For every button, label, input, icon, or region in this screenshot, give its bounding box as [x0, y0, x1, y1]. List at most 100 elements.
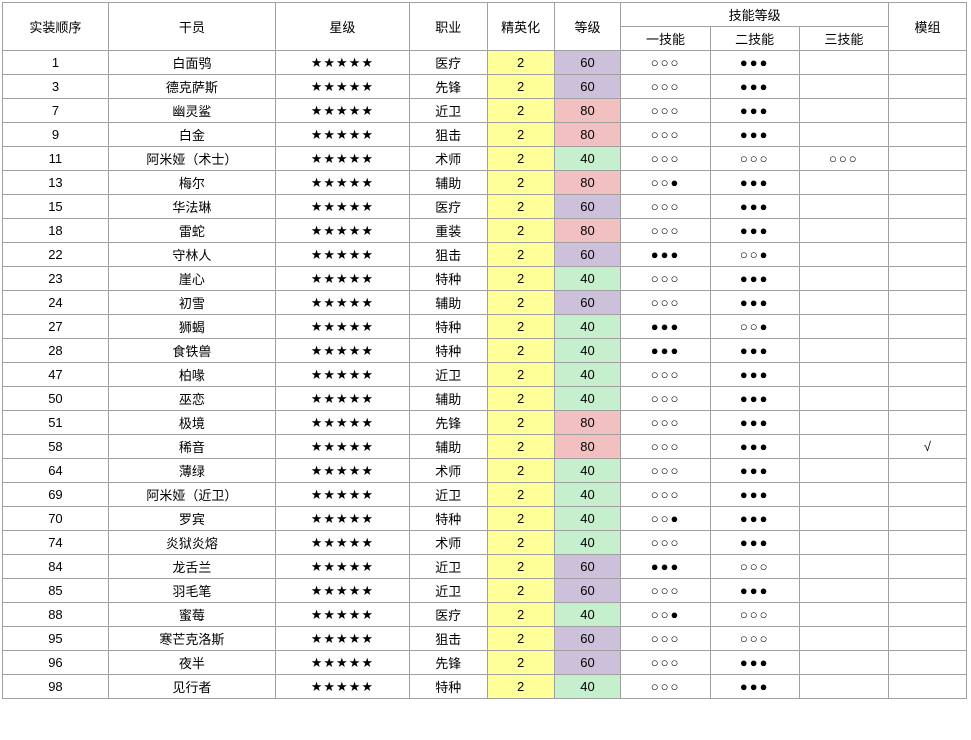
cell-skill1: ○○○ — [621, 51, 710, 75]
cell-skill1: ○○● — [621, 603, 710, 627]
cell-order: 64 — [3, 459, 109, 483]
cell-level: 80 — [554, 171, 621, 195]
cell-elite: 2 — [487, 555, 554, 579]
cell-class: 狙击 — [409, 123, 487, 147]
cell-stars: ★★★★★ — [276, 51, 410, 75]
cell-module: √ — [888, 435, 966, 459]
cell-skill3 — [799, 195, 888, 219]
cell-stars: ★★★★★ — [276, 627, 410, 651]
cell-skill1: ○○○ — [621, 435, 710, 459]
cell-elite: 2 — [487, 195, 554, 219]
cell-skill3 — [799, 315, 888, 339]
cell-module — [888, 51, 966, 75]
cell-skill2: ●●● — [710, 579, 799, 603]
cell-skill1: ○○○ — [621, 363, 710, 387]
cell-stars: ★★★★★ — [276, 651, 410, 675]
cell-skill1: ○○○ — [621, 579, 710, 603]
cell-stars: ★★★★★ — [276, 387, 410, 411]
cell-module — [888, 627, 966, 651]
cell-name: 初雪 — [108, 291, 275, 315]
cell-skill1: ○○○ — [621, 195, 710, 219]
table-row: 27狮蝎★★★★★特种240●●●○○● — [3, 315, 967, 339]
cell-stars: ★★★★★ — [276, 291, 410, 315]
cell-skill3 — [799, 435, 888, 459]
cell-order: 47 — [3, 363, 109, 387]
cell-level: 80 — [554, 435, 621, 459]
cell-order: 18 — [3, 219, 109, 243]
cell-skill3 — [799, 243, 888, 267]
table-row: 64薄绿★★★★★术师240○○○●●● — [3, 459, 967, 483]
table-row: 22守林人★★★★★狙击260●●●○○● — [3, 243, 967, 267]
cell-elite: 2 — [487, 51, 554, 75]
cell-skill3 — [799, 459, 888, 483]
cell-skill1: ○○○ — [621, 147, 710, 171]
cell-module — [888, 363, 966, 387]
cell-name: 罗宾 — [108, 507, 275, 531]
cell-skill1: ○○○ — [621, 291, 710, 315]
cell-name: 柏喙 — [108, 363, 275, 387]
cell-class: 近卫 — [409, 99, 487, 123]
cell-skill2: ●●● — [710, 507, 799, 531]
cell-class: 特种 — [409, 267, 487, 291]
table-row: 88蜜莓★★★★★医疗240○○●○○○ — [3, 603, 967, 627]
cell-stars: ★★★★★ — [276, 219, 410, 243]
cell-class: 特种 — [409, 675, 487, 699]
cell-stars: ★★★★★ — [276, 315, 410, 339]
table-row: 13梅尔★★★★★辅助280○○●●●● — [3, 171, 967, 195]
cell-stars: ★★★★★ — [276, 507, 410, 531]
cell-stars: ★★★★★ — [276, 435, 410, 459]
table-row: 23崖心★★★★★特种240○○○●●● — [3, 267, 967, 291]
cell-order: 7 — [3, 99, 109, 123]
cell-skill1: ○○● — [621, 507, 710, 531]
cell-order: 88 — [3, 603, 109, 627]
cell-class: 医疗 — [409, 51, 487, 75]
cell-skill2: ●●● — [710, 675, 799, 699]
cell-skill2: ●●● — [710, 267, 799, 291]
table-row: 96夜半★★★★★先锋260○○○●●● — [3, 651, 967, 675]
cell-stars: ★★★★★ — [276, 171, 410, 195]
cell-module — [888, 315, 966, 339]
cell-module — [888, 387, 966, 411]
cell-level: 40 — [554, 267, 621, 291]
cell-stars: ★★★★★ — [276, 363, 410, 387]
cell-module — [888, 123, 966, 147]
cell-skill2: ●●● — [710, 51, 799, 75]
cell-skill3 — [799, 219, 888, 243]
cell-skill3 — [799, 363, 888, 387]
table-row: 74炎狱炎熔★★★★★术师240○○○●●● — [3, 531, 967, 555]
cell-order: 95 — [3, 627, 109, 651]
header-module: 模组 — [888, 3, 966, 51]
cell-class: 特种 — [409, 315, 487, 339]
cell-skill2: ●●● — [710, 435, 799, 459]
cell-order: 51 — [3, 411, 109, 435]
cell-level: 40 — [554, 339, 621, 363]
cell-level: 40 — [554, 387, 621, 411]
cell-module — [888, 507, 966, 531]
cell-skill2: ●●● — [710, 411, 799, 435]
cell-skill2: ●●● — [710, 99, 799, 123]
cell-level: 60 — [554, 75, 621, 99]
cell-order: 58 — [3, 435, 109, 459]
cell-name: 羽毛笔 — [108, 579, 275, 603]
cell-elite: 2 — [487, 291, 554, 315]
cell-stars: ★★★★★ — [276, 195, 410, 219]
cell-skill2: ○○○ — [710, 147, 799, 171]
table-body: 1白面鸮★★★★★医疗260○○○●●●3德克萨斯★★★★★先锋260○○○●●… — [3, 51, 967, 699]
cell-elite: 2 — [487, 123, 554, 147]
cell-elite: 2 — [487, 75, 554, 99]
table-row: 98见行者★★★★★特种240○○○●●● — [3, 675, 967, 699]
cell-elite: 2 — [487, 459, 554, 483]
cell-stars: ★★★★★ — [276, 267, 410, 291]
cell-class: 辅助 — [409, 171, 487, 195]
cell-name: 梅尔 — [108, 171, 275, 195]
table-row: 58稀音★★★★★辅助280○○○●●●√ — [3, 435, 967, 459]
cell-skill1: ○○● — [621, 171, 710, 195]
cell-module — [888, 675, 966, 699]
cell-class: 辅助 — [409, 387, 487, 411]
table-row: 11阿米娅（术士）★★★★★术师240○○○○○○○○○ — [3, 147, 967, 171]
cell-module — [888, 75, 966, 99]
cell-skill2: ○○● — [710, 315, 799, 339]
cell-class: 近卫 — [409, 555, 487, 579]
cell-skill3: ○○○ — [799, 147, 888, 171]
cell-elite: 2 — [487, 675, 554, 699]
